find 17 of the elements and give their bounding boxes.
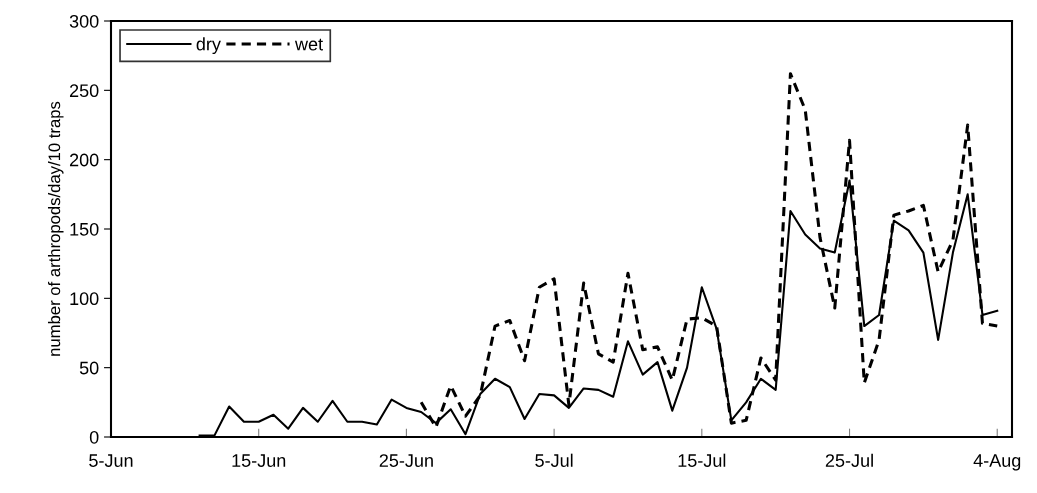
x-tick-label: 15-Jun — [232, 454, 286, 467]
x-tick-label: 15-Jul — [678, 453, 726, 467]
y-tick-label: 0 — [89, 430, 99, 444]
x-tick-label: 5-Jun — [89, 454, 133, 467]
y-tick-label: 300 — [69, 14, 99, 28]
y-axis-title: number of arthropods/day/10 traps — [47, 101, 64, 356]
x-tick-label: 25-Jun — [379, 454, 433, 467]
y-tick-label: 50 — [79, 361, 99, 375]
legend-label: wet — [294, 38, 323, 51]
x-tick-label: 25-Jul — [825, 453, 873, 467]
x-tick-label: 5-Jul — [535, 453, 573, 467]
legend-label: dry — [196, 37, 221, 55]
x-tick-label: 4-Aug — [973, 454, 1021, 471]
y-tick-label: 200 — [69, 153, 99, 167]
y-tick-label: 150 — [70, 222, 99, 236]
y-tick-label: 100 — [70, 292, 99, 306]
y-tick-label: 250 — [69, 84, 99, 98]
